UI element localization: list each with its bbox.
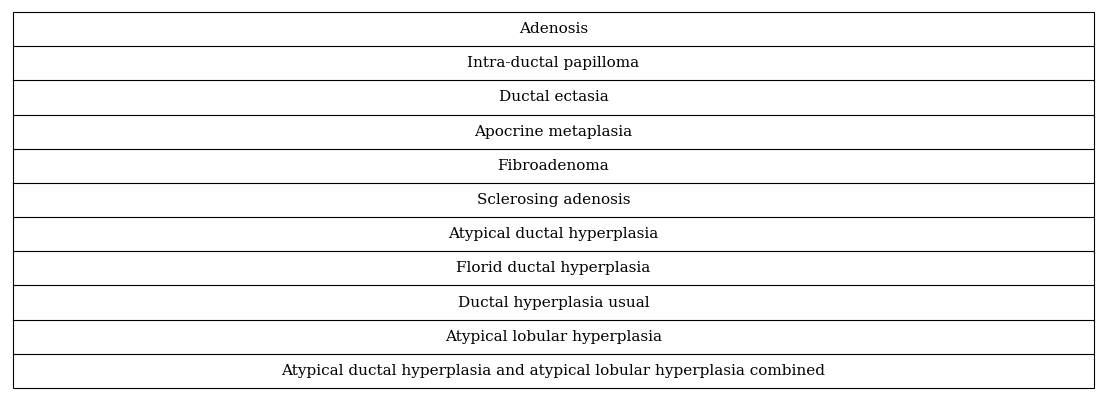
Text: Atypical lobular hyperplasia: Atypical lobular hyperplasia: [445, 330, 662, 344]
Text: Sclerosing adenosis: Sclerosing adenosis: [477, 193, 630, 207]
Text: Ductal hyperplasia usual: Ductal hyperplasia usual: [457, 296, 650, 310]
Text: Fibroadenoma: Fibroadenoma: [498, 159, 609, 173]
Text: Ductal ectasia: Ductal ectasia: [498, 90, 609, 104]
Text: Intra-ductal papilloma: Intra-ductal papilloma: [467, 56, 640, 70]
Text: Florid ductal hyperplasia: Florid ductal hyperplasia: [456, 261, 651, 275]
Text: Atypical ductal hyperplasia: Atypical ductal hyperplasia: [448, 227, 659, 241]
Text: Atypical ductal hyperplasia and atypical lobular hyperplasia combined: Atypical ductal hyperplasia and atypical…: [281, 364, 826, 378]
Text: Adenosis: Adenosis: [519, 22, 588, 36]
Text: Apocrine metaplasia: Apocrine metaplasia: [475, 125, 632, 139]
